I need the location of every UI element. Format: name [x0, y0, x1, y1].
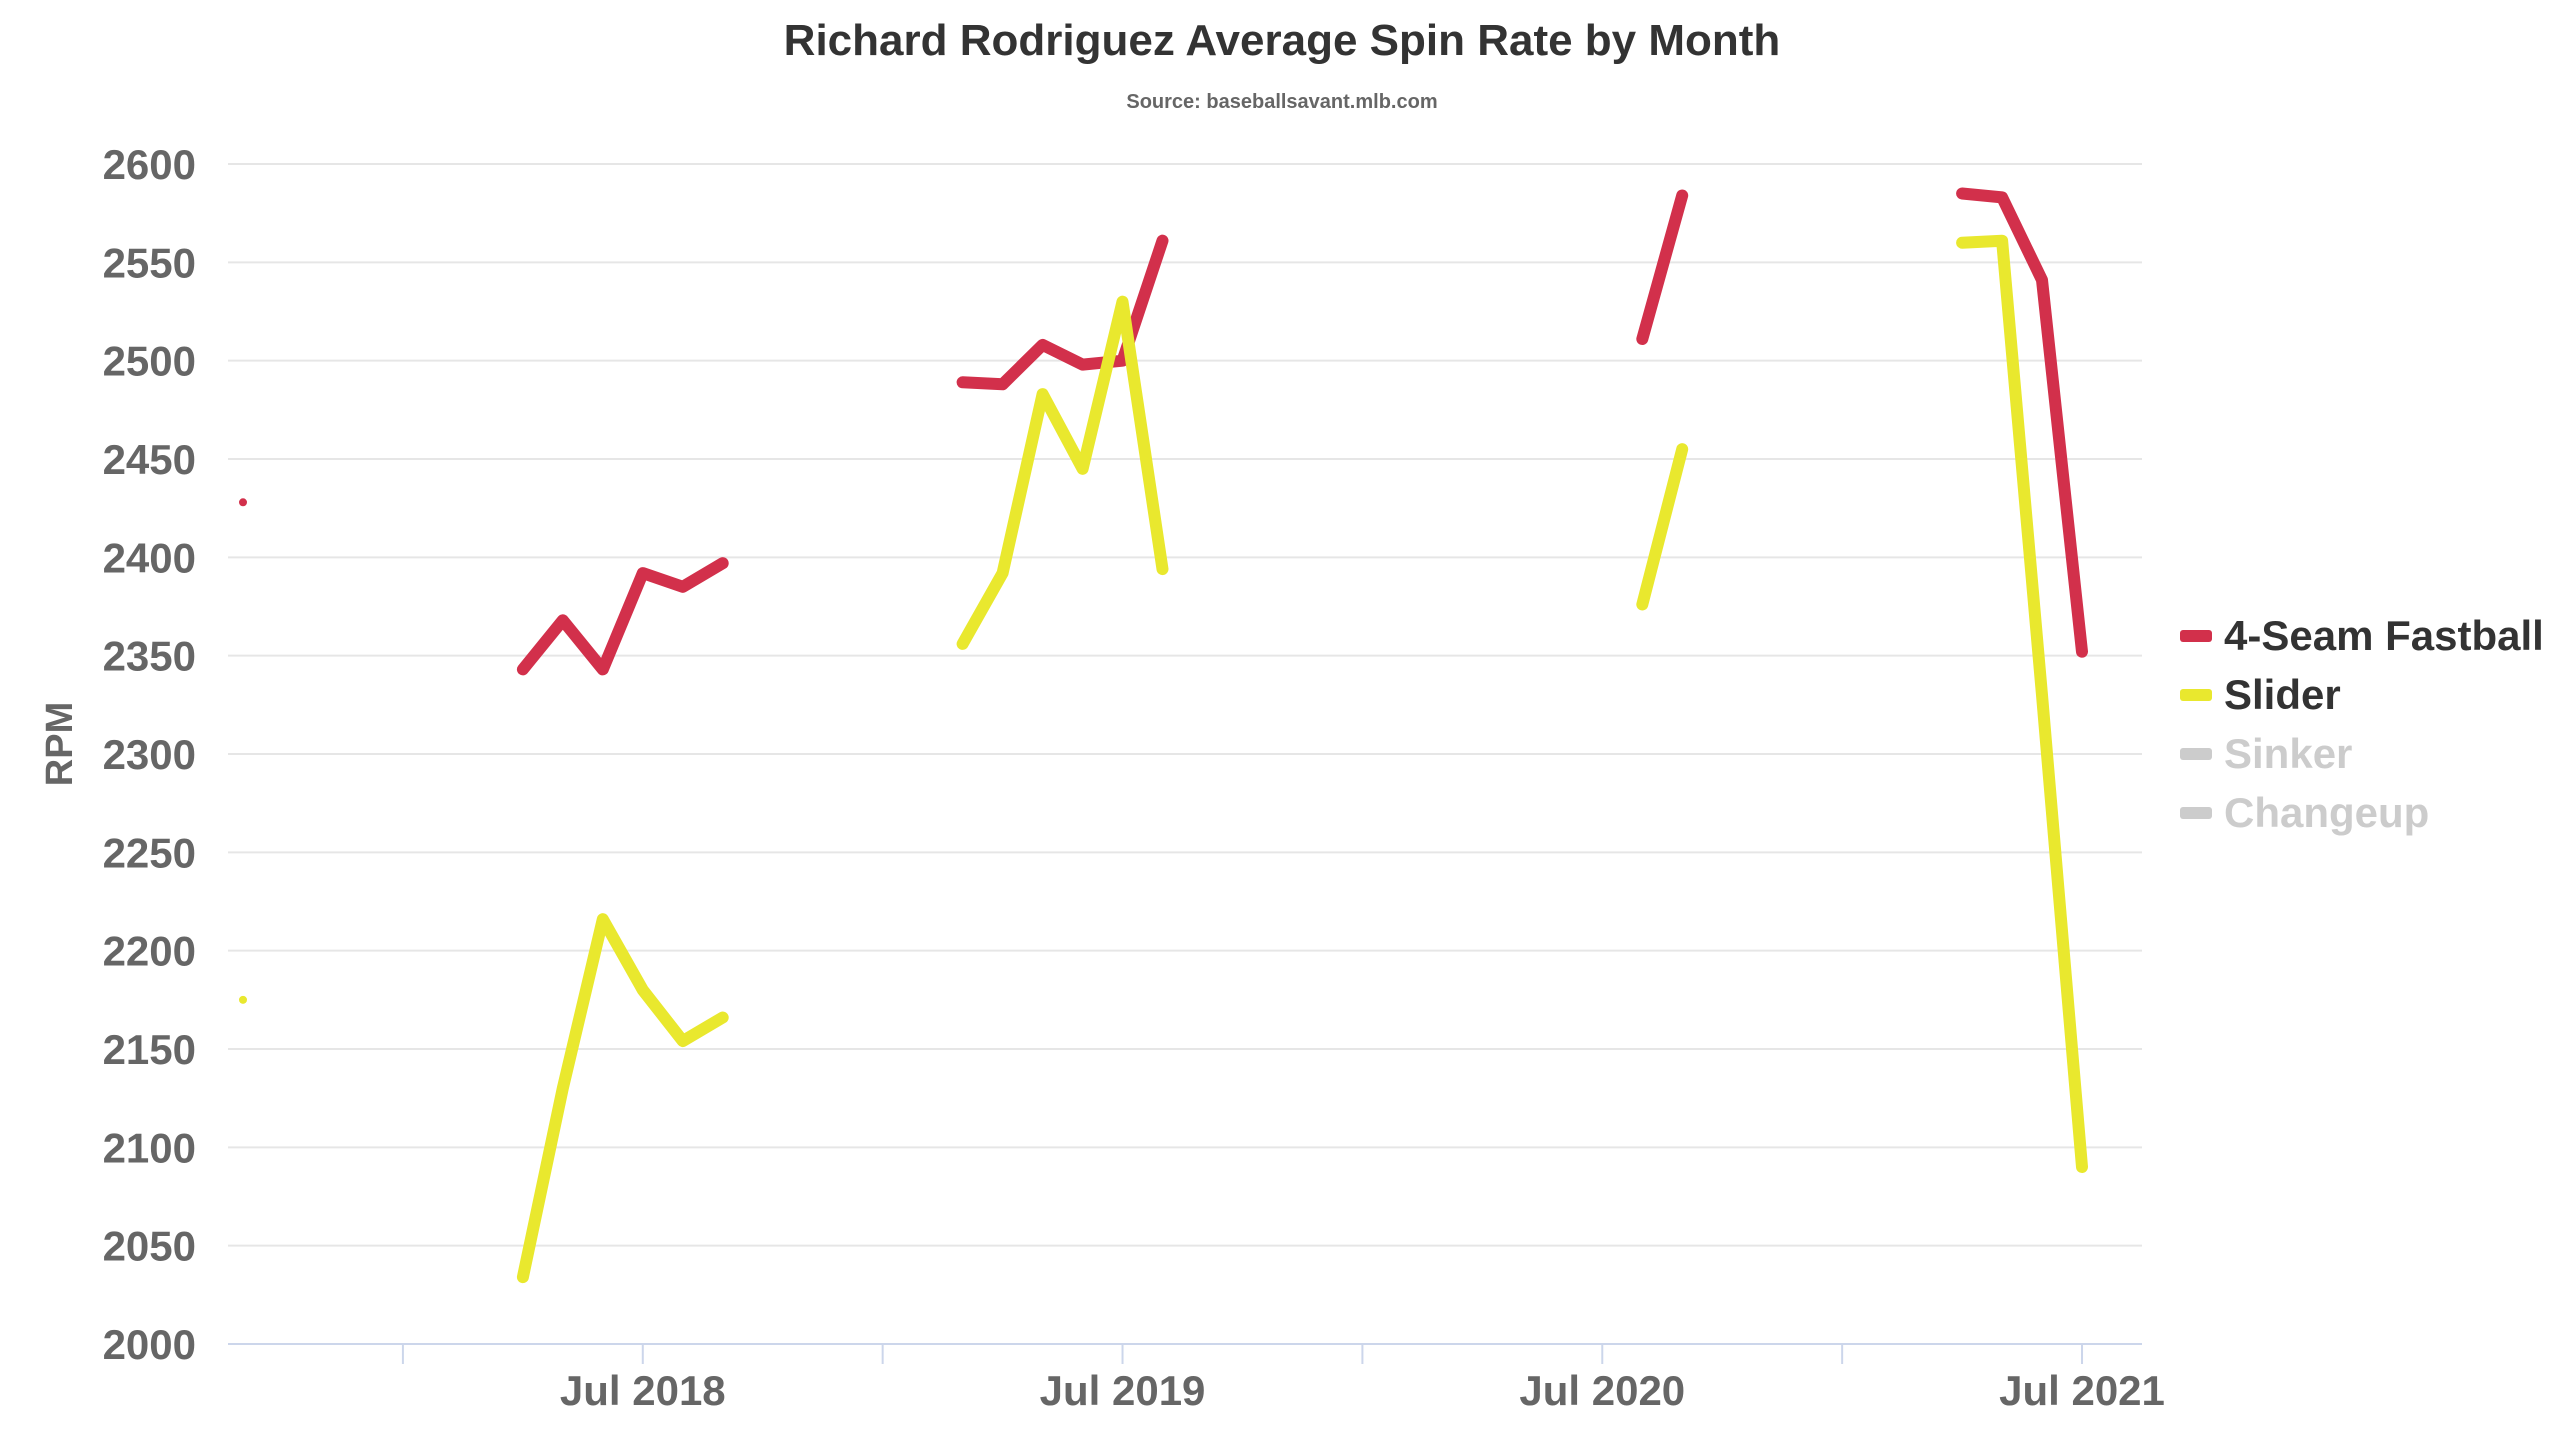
legend-item-changeup[interactable]: Changeup — [2180, 789, 2429, 836]
x-axis: Jul 2018 Jul 2019 Jul 2020 Jul 2021 — [228, 1343, 2165, 1414]
legend-swatch — [2180, 630, 2212, 642]
series-lines — [239, 187, 2088, 1284]
legend-label: Slider — [2224, 671, 2341, 718]
data-point — [239, 498, 247, 507]
series-line-segment — [1956, 187, 2088, 658]
y-tick-label: 2200 — [103, 928, 196, 975]
data-point — [239, 995, 247, 1004]
series-line-segment — [1636, 189, 1689, 345]
x-tick-label: Jul 2019 — [1040, 1367, 1206, 1414]
series-slider — [239, 234, 2088, 1284]
y-tick-label: 2550 — [103, 239, 196, 286]
legend-label: Changeup — [2224, 789, 2429, 836]
series-line-segment — [956, 295, 1169, 650]
y-tick-label: 2500 — [103, 338, 196, 385]
series-line-segment — [516, 557, 729, 676]
y-tick-label: 2300 — [103, 731, 196, 778]
chart-subtitle: Source: baseballsavant.mlb.com — [1126, 91, 1437, 113]
legend-item-sinker[interactable]: Sinker — [2180, 730, 2352, 777]
series-line-segment — [516, 913, 729, 1284]
y-tick-label: 2400 — [103, 534, 196, 581]
series-4-seam-fastball — [239, 187, 2088, 676]
legend-item-4-seam-fastball[interactable]: 4-Seam Fastball — [2180, 612, 2544, 659]
y-tick-label: 2450 — [103, 436, 196, 483]
x-tick-label: Jul 2020 — [1519, 1367, 1685, 1414]
y-axis-ticks: 2000 2050 2100 2150 2200 2250 2300 2350 2400 2450… — [103, 141, 196, 1368]
grid-lines — [228, 163, 2142, 1247]
y-tick-label: 2100 — [103, 1124, 196, 1171]
x-tick-label: Jul 2021 — [1999, 1367, 2165, 1414]
legend-swatch — [2180, 748, 2212, 760]
y-tick-label: 2250 — [103, 829, 196, 876]
y-tick-label: 2050 — [103, 1223, 196, 1270]
legend-label: Sinker — [2224, 730, 2352, 777]
legend-swatch — [2180, 689, 2212, 701]
y-tick-label: 2350 — [103, 633, 196, 680]
chart-title: Richard Rodriguez Average Spin Rate by M… — [784, 16, 1781, 65]
y-tick-label: 2000 — [103, 1321, 196, 1368]
legend-label: 4-Seam Fastball — [2224, 612, 2544, 659]
series-line-segment — [1956, 234, 2088, 1173]
y-axis-title: RPM — [39, 702, 81, 786]
y-tick-label: 2600 — [103, 141, 196, 188]
x-tick-label: Jul 2018 — [560, 1367, 726, 1414]
series-line-segment — [1636, 443, 1689, 611]
legend-item-slider[interactable]: Slider — [2180, 671, 2341, 718]
legend[interactable]: 4-Seam Fastball Slider Sinker Changeup — [2180, 612, 2544, 836]
y-tick-label: 2150 — [103, 1026, 196, 1073]
legend-swatch — [2180, 807, 2212, 819]
